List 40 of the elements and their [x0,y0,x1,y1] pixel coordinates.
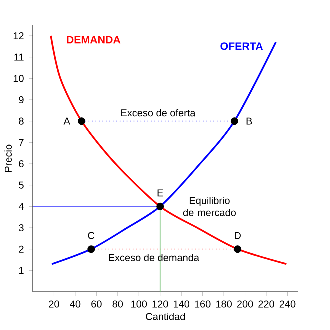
annotation: E [158,190,164,197]
annotation: C [88,232,95,240]
y-tick-label: 2 [19,246,24,253]
x-tick-label: 80 [112,300,124,308]
point [156,202,164,210]
annotation: Exceso de oferta [122,109,196,117]
x-tick-label: 140 [174,300,190,308]
y-tick-label: 5 [19,182,24,189]
y-tick-label: 11 [14,54,24,61]
y-axis-title: Precio [4,144,12,172]
y-tick-label: 6 [19,160,24,168]
x-tick-label: 160 [195,300,211,308]
x-tick-label: 100 [132,300,148,308]
y-tick-label: 7 [19,139,24,146]
x-tick-label: 60 [92,300,102,308]
y-tick-label: 9 [19,96,24,104]
y-tick-label: 3 [19,224,24,232]
y-tick-label: 1 [19,267,24,274]
y-tick-label: 8 [19,118,24,125]
point [230,118,238,126]
annotation: A [64,118,70,125]
x-tick-label: 220 [258,300,274,308]
y-tick-label: 10 [14,75,24,82]
x-tick-label: 40 [70,300,81,308]
annotation: D [235,232,241,240]
y-tick-label: 4 [18,203,24,210]
x-tick-label: 200 [237,300,254,308]
series-label: OFERTA [220,42,264,50]
point [88,246,96,254]
y-tick-label: 12 [14,32,24,40]
x-tick-label: 240 [280,300,296,308]
annotation: Equilibrio de mercado [183,197,236,216]
annotation: B [246,118,252,125]
point [234,246,242,254]
x-tick-label: 20 [49,300,60,308]
point [78,118,86,126]
series-label: DEMANDA [67,36,121,44]
x-axis-title: Cantidad [146,312,186,320]
x-tick-label: 120 [152,300,168,308]
x-tick-label: 180 [216,300,232,308]
